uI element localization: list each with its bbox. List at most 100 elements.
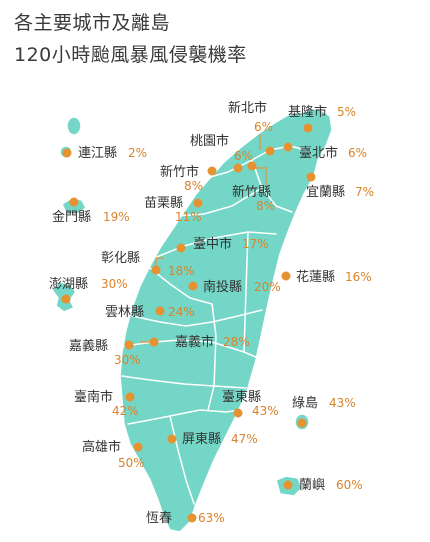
- yilan-name: 宜蘭縣: [306, 184, 345, 200]
- chiayi-city-percent: 28%: [223, 335, 250, 349]
- new-taipei-dot: [265, 146, 275, 156]
- tainan-dot: [125, 392, 135, 402]
- map-title: 各主要城市及離島: [14, 12, 171, 34]
- hualien-dot: [281, 271, 291, 281]
- yilan-percent: 7%: [355, 185, 374, 199]
- miaoli-name: 苗栗縣: [144, 196, 183, 211]
- green-island-percent: 43%: [329, 396, 356, 410]
- region-yunlin: 雲林縣 24%: [105, 305, 195, 320]
- changhua-name: 彰化縣: [101, 250, 140, 266]
- region-taitung: 臺東縣 43%: [222, 389, 279, 418]
- hsinchu-city-percent: 8%: [184, 179, 203, 193]
- region-orchid-island: 蘭嶼 60%: [283, 477, 363, 493]
- hsinchu-city-dot: [207, 166, 217, 176]
- yunlin-dot: [155, 306, 165, 316]
- pingtung-dot: [167, 434, 177, 444]
- changhua-dot: [151, 265, 161, 275]
- keelung-percent: 5%: [337, 105, 356, 119]
- green-island-dot: [297, 418, 307, 428]
- taoyuan-name: 桃園市: [190, 133, 229, 149]
- hualien-name: 花蓮縣: [296, 269, 335, 285]
- hsinchu-county-dot: [247, 161, 257, 171]
- penghu-dot: [61, 294, 71, 304]
- taichung-dot: [176, 243, 186, 253]
- lienchiang-percent: 2%: [128, 146, 147, 160]
- region-nantou: 南投縣 20%: [188, 279, 281, 295]
- yunlin-name: 雲林縣: [105, 305, 144, 320]
- hengchun-dot: [187, 513, 197, 523]
- kaohsiung-name: 高雄市: [82, 439, 121, 455]
- hualien-percent: 16%: [345, 270, 372, 284]
- kinmen-name: 金門縣: [52, 209, 91, 225]
- region-hengchun: 恆春 63%: [146, 511, 225, 526]
- kinmen-dot: [69, 197, 79, 207]
- orchid-island-percent: 60%: [336, 478, 363, 492]
- region-keelung: 基隆市 5%: [288, 104, 356, 133]
- region-taipei: 臺北市 6%: [283, 142, 367, 161]
- new-taipei-name: 新北市: [228, 100, 267, 116]
- chiayi-county-percent: 30%: [114, 353, 141, 367]
- chiayi-city-name: 嘉義市: [175, 334, 214, 350]
- region-tainan: 臺南市 42%: [74, 389, 139, 418]
- taitung-dot: [233, 408, 243, 418]
- region-taoyuan: 桃園市 6%: [190, 133, 253, 173]
- map-subtitle: 120小時颱風暴風侵襲機率: [14, 44, 247, 66]
- taoyuan-percent: 6%: [234, 149, 253, 163]
- nantou-dot: [188, 281, 198, 291]
- hsinchu-county-name: 新竹縣: [232, 184, 271, 200]
- region-miaoli: 苗栗縣 11%: [144, 196, 203, 224]
- region-yilan: 宜蘭縣 7%: [306, 172, 374, 200]
- region-new-taipei: 新北市 6%: [228, 100, 275, 156]
- kinmen-percent: 19%: [103, 210, 130, 224]
- orchid-island-dot: [283, 480, 293, 490]
- region-lienchiang: 連江縣 2%: [62, 146, 147, 161]
- new-taipei-percent: 6%: [254, 120, 273, 134]
- region-penghu: 澎湖縣 30%: [49, 277, 128, 304]
- taichung-percent: 17%: [242, 237, 269, 251]
- region-hualien: 花蓮縣 16%: [281, 269, 372, 285]
- hsinchu-city-name: 新竹市: [160, 164, 199, 180]
- lienchiang-name: 連江縣: [78, 146, 117, 161]
- kaohsiung-dot: [133, 442, 143, 452]
- yunlin-percent: 24%: [168, 305, 195, 319]
- matsu-island-north: [66, 116, 82, 136]
- region-pingtung: 屏東縣 47%: [167, 431, 258, 447]
- region-green-island: 綠島 43%: [292, 396, 356, 428]
- yilan-dot: [306, 172, 316, 182]
- chiayi-county-dot: [124, 340, 134, 350]
- hsinchu-county-leader: [255, 167, 267, 186]
- miaoli-dot: [193, 198, 203, 208]
- keelung-dot: [303, 123, 313, 133]
- region-chiayi-county: 嘉義縣 30%: [69, 338, 141, 367]
- hengchun-name: 恆春: [146, 511, 172, 526]
- region-taichung: 臺中市 17%: [176, 236, 269, 253]
- taoyuan-dot: [233, 163, 243, 173]
- chiayi-county-name: 嘉義縣: [69, 338, 108, 354]
- tainan-percent: 42%: [112, 404, 139, 418]
- tainan-name: 臺南市: [74, 389, 113, 405]
- orchid-island-name: 蘭嶼: [299, 477, 325, 493]
- region-hsinchu-city: 新竹市 8%: [160, 164, 217, 193]
- miaoli-percent: 11%: [175, 210, 202, 224]
- lienchiang-dot: [62, 148, 72, 158]
- changhua-leader: [155, 257, 164, 268]
- taipei-name: 臺北市: [299, 145, 338, 161]
- chiayi-city-dot: [149, 337, 159, 347]
- region-kaohsiung: 高雄市 50%: [82, 439, 145, 470]
- hsinchu-county-percent: 8%: [256, 199, 275, 213]
- region-hsinchu-county: 新竹縣 8%: [232, 161, 275, 213]
- hengchun-percent: 63%: [198, 511, 225, 525]
- kaohsiung-percent: 50%: [118, 456, 145, 470]
- keelung-name: 基隆市: [288, 104, 327, 120]
- changhua-percent: 18%: [168, 264, 195, 278]
- region-changhua: 彰化縣 18%: [101, 250, 195, 278]
- taipei-percent: 6%: [348, 146, 367, 160]
- penghu-percent: 30%: [101, 277, 128, 291]
- region-kinmen: 金門縣 19%: [52, 197, 130, 225]
- pingtung-name: 屏東縣: [182, 431, 221, 447]
- taichung-name: 臺中市: [193, 236, 232, 252]
- region-chiayi-city: 嘉義市 28%: [149, 334, 250, 350]
- pingtung-percent: 47%: [231, 432, 258, 446]
- taitung-name: 臺東縣: [222, 389, 261, 405]
